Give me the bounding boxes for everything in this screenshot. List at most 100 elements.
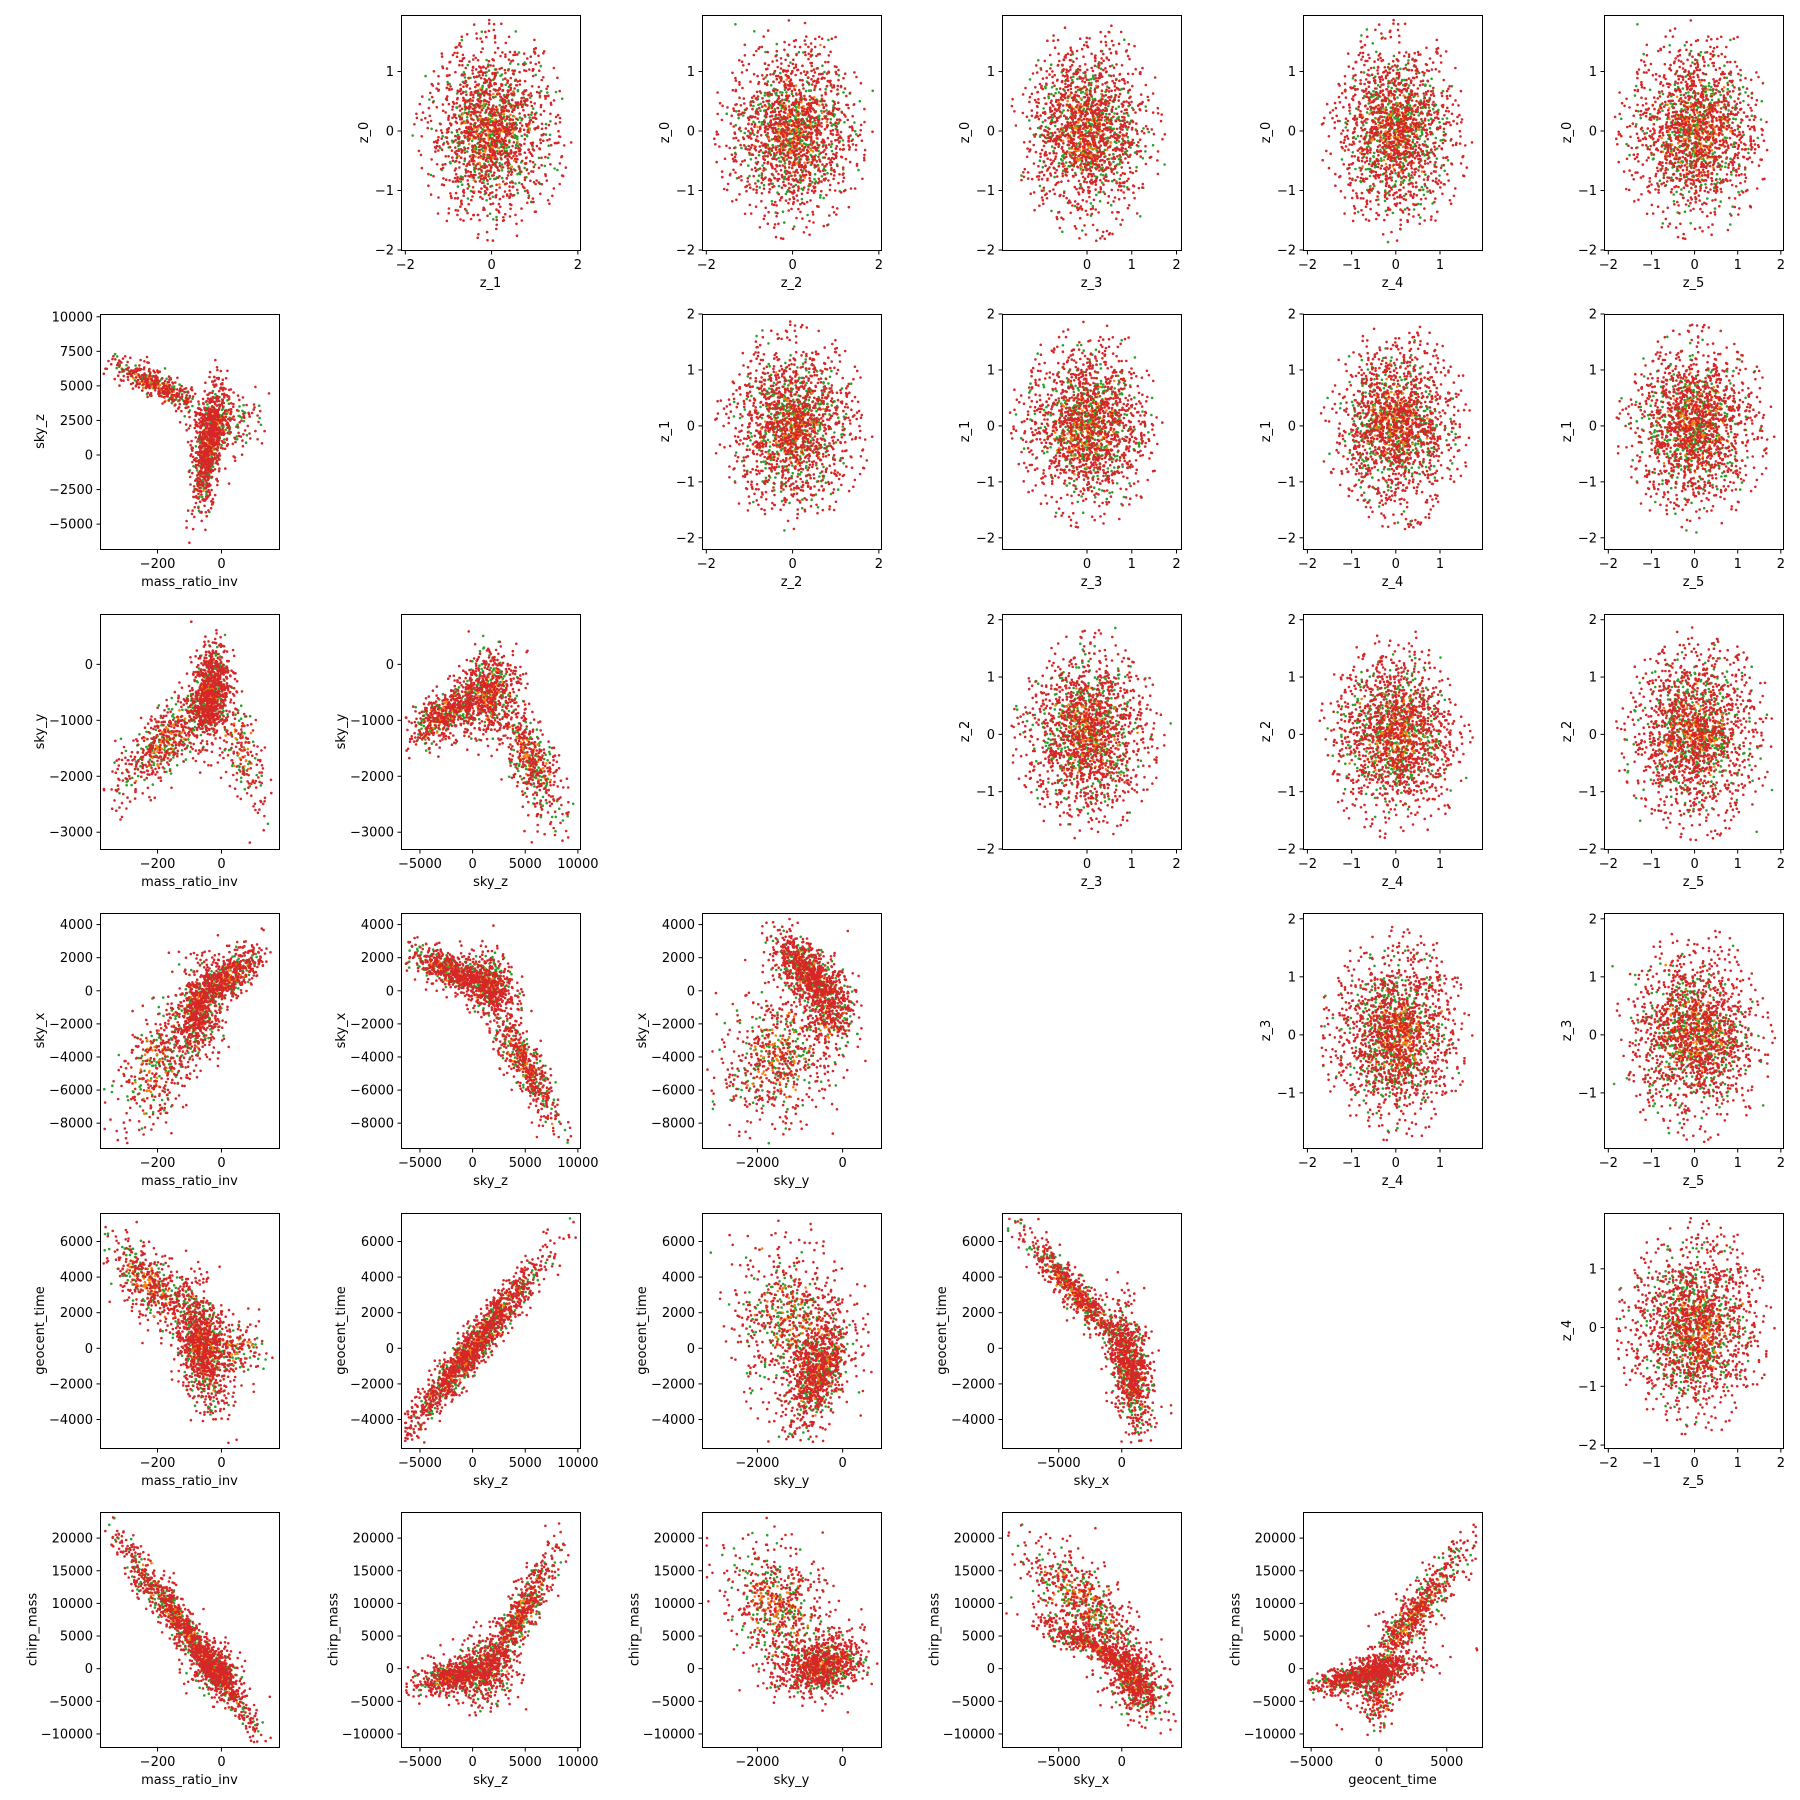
scatter-point-red xyxy=(1061,172,1064,175)
scatter-point-red xyxy=(775,215,778,218)
scatter-point-red xyxy=(797,152,801,155)
scatter-point-red xyxy=(437,149,440,152)
scatter-point-red xyxy=(476,104,480,108)
scatter-point-red xyxy=(1037,98,1040,101)
scatter-point-green xyxy=(778,160,781,163)
scatter-point-red xyxy=(1072,134,1076,138)
scatter-point-red xyxy=(808,116,812,119)
scatter-point-red xyxy=(807,188,810,191)
scatter-point-red xyxy=(1134,169,1138,173)
scatter-point-red xyxy=(1097,150,1101,154)
scatter-point-red xyxy=(471,69,474,72)
scatter-point-red xyxy=(532,165,536,169)
scatter-point-red xyxy=(1037,117,1041,121)
scatter-point-red xyxy=(463,147,467,150)
scatter-point-red xyxy=(820,180,823,183)
scatter-point-red xyxy=(466,113,469,116)
scatter-point-red xyxy=(808,182,811,186)
scatter-point-red xyxy=(748,183,751,186)
scatter-point-red xyxy=(1091,223,1095,227)
scatter-point-green xyxy=(769,84,773,87)
scatter-point-red xyxy=(816,100,819,103)
scatter-point-green xyxy=(474,147,478,151)
scatter-point-red xyxy=(483,166,487,169)
scatter-point-red xyxy=(544,155,547,159)
scatter-point-red xyxy=(1123,122,1127,125)
scatter-point-red xyxy=(462,191,466,194)
scatter-point-red xyxy=(513,87,516,90)
scatter-point-red xyxy=(798,147,801,151)
scatter-point-red xyxy=(773,100,777,104)
scatter-point-red xyxy=(548,138,551,141)
scatter-point-green xyxy=(753,133,756,137)
scatter-point-red xyxy=(1082,149,1085,153)
scatter-point-red xyxy=(1084,134,1087,138)
scatter-point-red xyxy=(735,198,738,202)
scatter-point-red xyxy=(743,102,746,105)
scatter-point-red xyxy=(769,182,773,185)
scatter-point-red xyxy=(855,164,859,167)
scatter-point-red xyxy=(801,217,804,220)
scatter-point-red xyxy=(813,88,816,92)
scatter-point-red xyxy=(834,121,837,124)
scatter-point-red xyxy=(1061,174,1065,178)
scatter-point-red xyxy=(802,231,806,234)
scatter-point-red xyxy=(1059,96,1063,99)
scatter-point-red xyxy=(809,53,813,57)
scatter-point-orange xyxy=(1085,120,1089,123)
scatter-point-red xyxy=(767,63,770,67)
scatter-point-red xyxy=(793,88,797,92)
scatter-point-red xyxy=(803,174,807,177)
scatter-point-red xyxy=(1116,155,1119,158)
scatter-point-red xyxy=(749,103,753,107)
scatter-point-red xyxy=(526,130,529,134)
x-axis-label: z_1 xyxy=(480,276,502,291)
scatter-point-red xyxy=(426,126,430,130)
scatter-point-red xyxy=(1113,178,1116,182)
scatter-point-red xyxy=(478,132,481,136)
scatter-point-green xyxy=(411,134,415,137)
scatter-point-red xyxy=(852,103,856,107)
scatter-point-red xyxy=(798,158,802,161)
scatter-point-green xyxy=(790,132,794,136)
scatter-point-red xyxy=(1110,188,1114,192)
scatter-point-red xyxy=(1070,63,1074,67)
scatter-point-red xyxy=(777,177,781,181)
y-tick-label: 1 xyxy=(687,65,695,80)
scatter-point-red xyxy=(835,145,839,148)
scatter-point-green xyxy=(465,116,469,119)
scatter-point-orange xyxy=(509,113,512,117)
scatter-point-red xyxy=(454,146,457,149)
scatter-point-orange xyxy=(467,142,471,146)
scatter-point-red xyxy=(471,72,475,75)
scatter-point-orange xyxy=(819,43,822,47)
scatter-point-green xyxy=(785,158,789,161)
scatter-point-orange xyxy=(492,92,495,96)
scatter-point-red xyxy=(484,67,488,70)
scatter-point-red xyxy=(535,90,539,94)
scatter-point-red xyxy=(749,146,753,149)
scatter-point-red xyxy=(734,153,737,156)
scatter-point-red xyxy=(502,219,506,222)
scatter-point-red xyxy=(862,156,866,160)
scatter-point-red xyxy=(496,46,500,50)
scatter-point-orange xyxy=(800,101,803,104)
scatter-point-red xyxy=(1163,133,1167,136)
scatter-point-orange xyxy=(1079,102,1082,106)
scatter-point-red xyxy=(1072,131,1075,135)
scatter-point-orange xyxy=(1076,121,1080,124)
scatter-point-red xyxy=(786,139,789,142)
scatter-point-red xyxy=(783,166,787,169)
scatter-point-red xyxy=(1040,86,1043,90)
scatter-point-red xyxy=(804,170,808,173)
scatter-point-red xyxy=(788,80,791,83)
scatter-point-red xyxy=(540,182,544,186)
scatter-point-red xyxy=(1013,110,1016,113)
scatter-point-orange xyxy=(491,156,495,160)
scatter-point-red xyxy=(1101,234,1104,238)
scatter-point-red xyxy=(820,98,824,101)
scatter-point-green xyxy=(1126,139,1130,143)
scatter-point-red xyxy=(776,65,779,69)
scatter-point-red xyxy=(437,135,440,139)
scatter-point-red xyxy=(834,147,838,150)
